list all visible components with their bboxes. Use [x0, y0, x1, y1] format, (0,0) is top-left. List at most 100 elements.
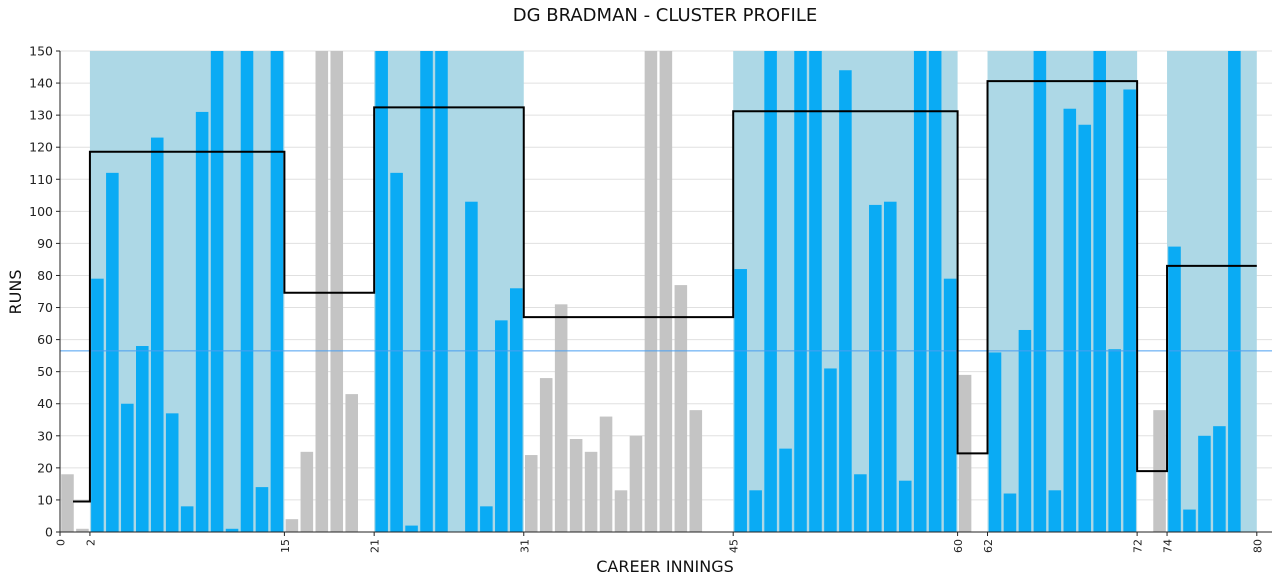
non-cluster-bar — [614, 490, 628, 532]
cluster-bar — [1018, 329, 1032, 532]
segment-mean-step-line — [73, 80, 1257, 503]
y-tick-label: 10 — [37, 492, 53, 507]
y-tick-label: 110 — [29, 172, 53, 187]
non-cluster-bar — [330, 51, 344, 532]
cluster-bar — [898, 480, 912, 532]
non-cluster-bar — [659, 51, 673, 532]
y-tick-label: 30 — [37, 428, 53, 443]
cluster-region — [89, 51, 285, 532]
cluster-bar — [405, 525, 418, 532]
y-tick-label: 60 — [37, 332, 53, 347]
y-tick-label: 20 — [37, 460, 53, 475]
y-tick-label: 120 — [29, 140, 53, 155]
cluster-bar — [749, 490, 762, 532]
step-line — [73, 80, 1257, 503]
cluster-bar — [1123, 89, 1136, 532]
cluster-bar — [1168, 246, 1181, 532]
y-tick-label: 130 — [29, 108, 53, 123]
cluster-bar — [255, 487, 269, 532]
x-tick-label: 45 — [728, 539, 741, 553]
cluster-bar — [1228, 51, 1241, 532]
cluster-bar — [764, 51, 777, 532]
cluster-bar — [91, 278, 104, 532]
cluster-region — [1167, 51, 1257, 532]
cluster-bar — [734, 269, 747, 532]
non-cluster-bar — [554, 304, 568, 532]
cluster-bar — [854, 474, 867, 532]
cluster-bar — [794, 51, 807, 532]
cluster-bar — [913, 51, 927, 532]
x-tick-label: 80 — [1251, 539, 1264, 553]
cluster-bar — [150, 137, 164, 532]
non-cluster-bar — [599, 416, 613, 532]
cluster-bar — [495, 320, 508, 532]
chart-title: DG BRADMAN - CLUSTER PROFILE — [512, 5, 818, 26]
x-tick-label: 72 — [1132, 539, 1145, 553]
cluster-bar — [165, 413, 179, 532]
non-cluster-bar — [539, 378, 553, 532]
x-tick-label: 15 — [279, 539, 292, 553]
y-tick-label: 140 — [29, 76, 53, 91]
cluster-bar — [869, 204, 882, 533]
y-tick-label: 40 — [37, 396, 53, 411]
y-tick-label: 100 — [29, 204, 53, 219]
non-cluster-bar — [629, 435, 643, 532]
y-tick-label: 80 — [37, 268, 53, 283]
y-tick-label: 50 — [37, 364, 53, 379]
cluster-bar — [480, 506, 493, 532]
cluster-bar — [884, 201, 897, 533]
cluster-bar — [1108, 349, 1121, 532]
cluster-bar — [824, 368, 837, 532]
x-tick-label: 0 — [55, 539, 68, 546]
cluster-bar — [136, 346, 149, 532]
cluster-bar — [180, 506, 194, 532]
cluster-bar — [1213, 426, 1226, 532]
cluster-bar — [195, 111, 209, 532]
non-cluster-bar — [285, 519, 299, 532]
cluster-bar — [420, 51, 433, 532]
non-cluster-bar — [76, 528, 89, 532]
x-axis-label: CAREER INNINGS — [596, 557, 734, 576]
cluster-bar — [779, 448, 792, 532]
cluster-bar — [1063, 108, 1077, 532]
x-tick-label: 74 — [1162, 539, 1175, 553]
y-tick-label: 0 — [45, 525, 53, 540]
non-cluster-bar — [584, 451, 598, 532]
cluster-bar — [1003, 493, 1017, 532]
cluster-bar — [270, 51, 284, 532]
cluster-bar — [1078, 124, 1092, 533]
cluster-bar — [510, 288, 523, 532]
cluster-bar — [106, 172, 119, 532]
x-tick-label: 2 — [84, 539, 97, 546]
non-cluster-bar — [569, 439, 583, 532]
cluster-bar — [435, 51, 448, 532]
cluster-bar — [1093, 51, 1106, 532]
cluster-bar — [839, 70, 852, 533]
cluster-bar — [928, 51, 942, 532]
cluster-bar — [1198, 435, 1211, 532]
cluster-bar — [943, 278, 957, 532]
cluster-bar — [809, 51, 822, 532]
y-tick-label: 70 — [37, 300, 53, 315]
cluster-bar — [121, 403, 134, 532]
x-tick-label: 21 — [369, 539, 382, 553]
non-cluster-bar — [61, 474, 74, 532]
y-axis-label: RUNS — [6, 270, 25, 315]
cluster-bar — [225, 528, 239, 532]
cluster-bar — [1183, 509, 1196, 532]
cluster-bar — [390, 172, 403, 532]
non-cluster-bar — [300, 451, 314, 532]
y-tick-label: 150 — [29, 44, 53, 59]
cluster-bar — [375, 51, 388, 532]
non-cluster-bar — [345, 394, 358, 532]
non-cluster-bar — [524, 455, 538, 532]
cluster-bar — [240, 51, 254, 532]
cluster-bar — [210, 51, 224, 532]
cluster-bar — [465, 201, 478, 533]
x-tick-label: 60 — [952, 539, 965, 553]
non-cluster-bar — [644, 51, 658, 532]
x-tick-label: 31 — [518, 539, 531, 553]
non-cluster-bar — [689, 410, 703, 532]
